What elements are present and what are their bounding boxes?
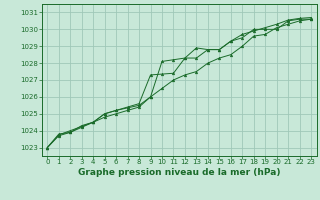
X-axis label: Graphe pression niveau de la mer (hPa): Graphe pression niveau de la mer (hPa) [78,168,280,177]
